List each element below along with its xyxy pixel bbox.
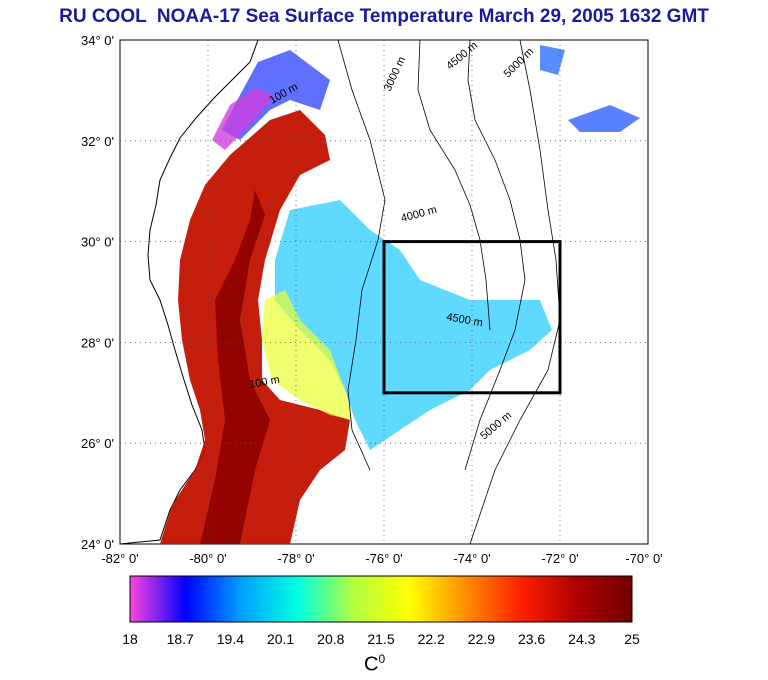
offshore-cool-water (275, 200, 552, 450)
longitude-tick-label: -72° 0' (541, 551, 578, 566)
contour-4500m (464, 40, 526, 471)
colorbar-tick-label: 24.3 (568, 631, 595, 647)
longitude-tick-label: -80° 0' (189, 551, 226, 566)
colorbar-tick-labels: 18 18.7 19.4 20.1 20.8 21.5 22.2 22.9 23.6 24.3 25 (122, 631, 640, 647)
latitude-tick-labels: 34° 0' 32° 0' 30° 0' 28° 0' 26° 0' 24° 0' (81, 33, 114, 552)
contour-label-100m-south: 100 m (248, 374, 280, 391)
transition-water (262, 290, 352, 420)
longitude-tick-label: -70° 0' (625, 551, 662, 566)
unit-superscript: 0 (378, 652, 386, 666)
latitude-tick-label: 26° 0' (81, 436, 114, 451)
colorbar-tick-label: 23.6 (518, 631, 545, 647)
colorbar-tick-label: 20.8 (317, 631, 344, 647)
colorbar-tick-label: 22.9 (468, 631, 495, 647)
unit-base: C (364, 653, 379, 676)
contour-5000m (469, 40, 561, 544)
longitude-tick-label: -78° 0' (277, 551, 314, 566)
land-southeast-us (120, 40, 259, 544)
colorbar-tick-label: 18.7 (167, 631, 194, 647)
colorbar-tick-label: 22.2 (418, 631, 445, 647)
study-area-box (382, 240, 562, 395)
longitude-tick-label: -76° 0' (365, 551, 402, 566)
latitude-tick-label: 28° 0' (81, 335, 114, 350)
colorbar-tick-label: 25 (624, 631, 640, 647)
colorbar (129, 575, 633, 623)
colorbar-tick-label: 21.5 (367, 631, 394, 647)
bathymetry-contours (337, 40, 561, 544)
longitude-tick-label: -74° 0' (453, 551, 490, 566)
latitude-tick-label: 34° 0' (81, 33, 114, 48)
colorbar-tick-label: 19.4 (217, 631, 244, 647)
gulf-stream-core (200, 190, 270, 544)
offshore-patch-east (568, 105, 640, 132)
contour-4000m (417, 40, 491, 331)
colorbar-tick-label: 18 (122, 631, 138, 647)
latitude-tick-label: 24° 0' (81, 537, 114, 552)
longitude-tick-label: -82° 0' (101, 551, 138, 566)
contour-3000m (337, 40, 386, 471)
map-content: 100 m 100 m 3000 m 4000 m 4500 m 4500 m … (120, 40, 640, 544)
gulf-stream-warm (160, 110, 350, 544)
colorbar-tick-label: 20.1 (267, 631, 294, 647)
map-title: RU COOL NOAA-17 Sea Surface Temperature … (59, 6, 709, 27)
latitude-tick-label: 30° 0' (81, 235, 114, 250)
offshore-patch-north (540, 45, 565, 75)
northern-pink-fringe (212, 88, 275, 150)
longitude-tick-labels: -82° 0' -80° 0' -78° 0' -76° 0' -74° 0' -72° … (101, 551, 662, 566)
latitude-tick-label: 32° 0' (81, 134, 114, 149)
colorbar-unit-label: C0 (364, 652, 385, 677)
